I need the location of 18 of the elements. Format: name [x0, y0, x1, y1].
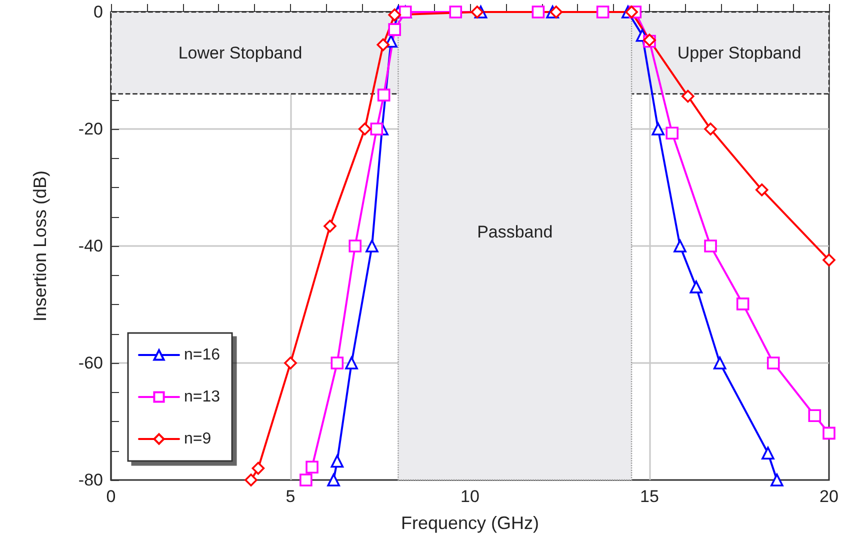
annotation: Lower Stopband [178, 43, 302, 62]
y-axis-title: Insertion Loss (dB) [30, 170, 50, 322]
legend-label: n=9 [184, 430, 212, 448]
x-tick-label: 20 [820, 487, 838, 506]
x-axis-title: Frequency (GHz) [400, 513, 540, 533]
legend-label: n=13 [184, 388, 220, 406]
y-tick-label: -40 [78, 236, 103, 256]
y-tick-label: -20 [78, 120, 103, 138]
y-tick-label: -60 [78, 354, 103, 372]
band-label: Passband [477, 222, 553, 242]
annotation: Upper Stopband [677, 43, 802, 62]
x-tick-label: 15 [640, 487, 659, 506]
x-tick-label: 10 [460, 487, 480, 506]
x-tick-label: 0 [106, 487, 116, 506]
y-tick-label: 0 [94, 2, 103, 22]
legend-label: n=16 [184, 346, 220, 364]
y-tick-label: -80 [78, 470, 103, 490]
x-tick-label: 5 [286, 487, 296, 506]
